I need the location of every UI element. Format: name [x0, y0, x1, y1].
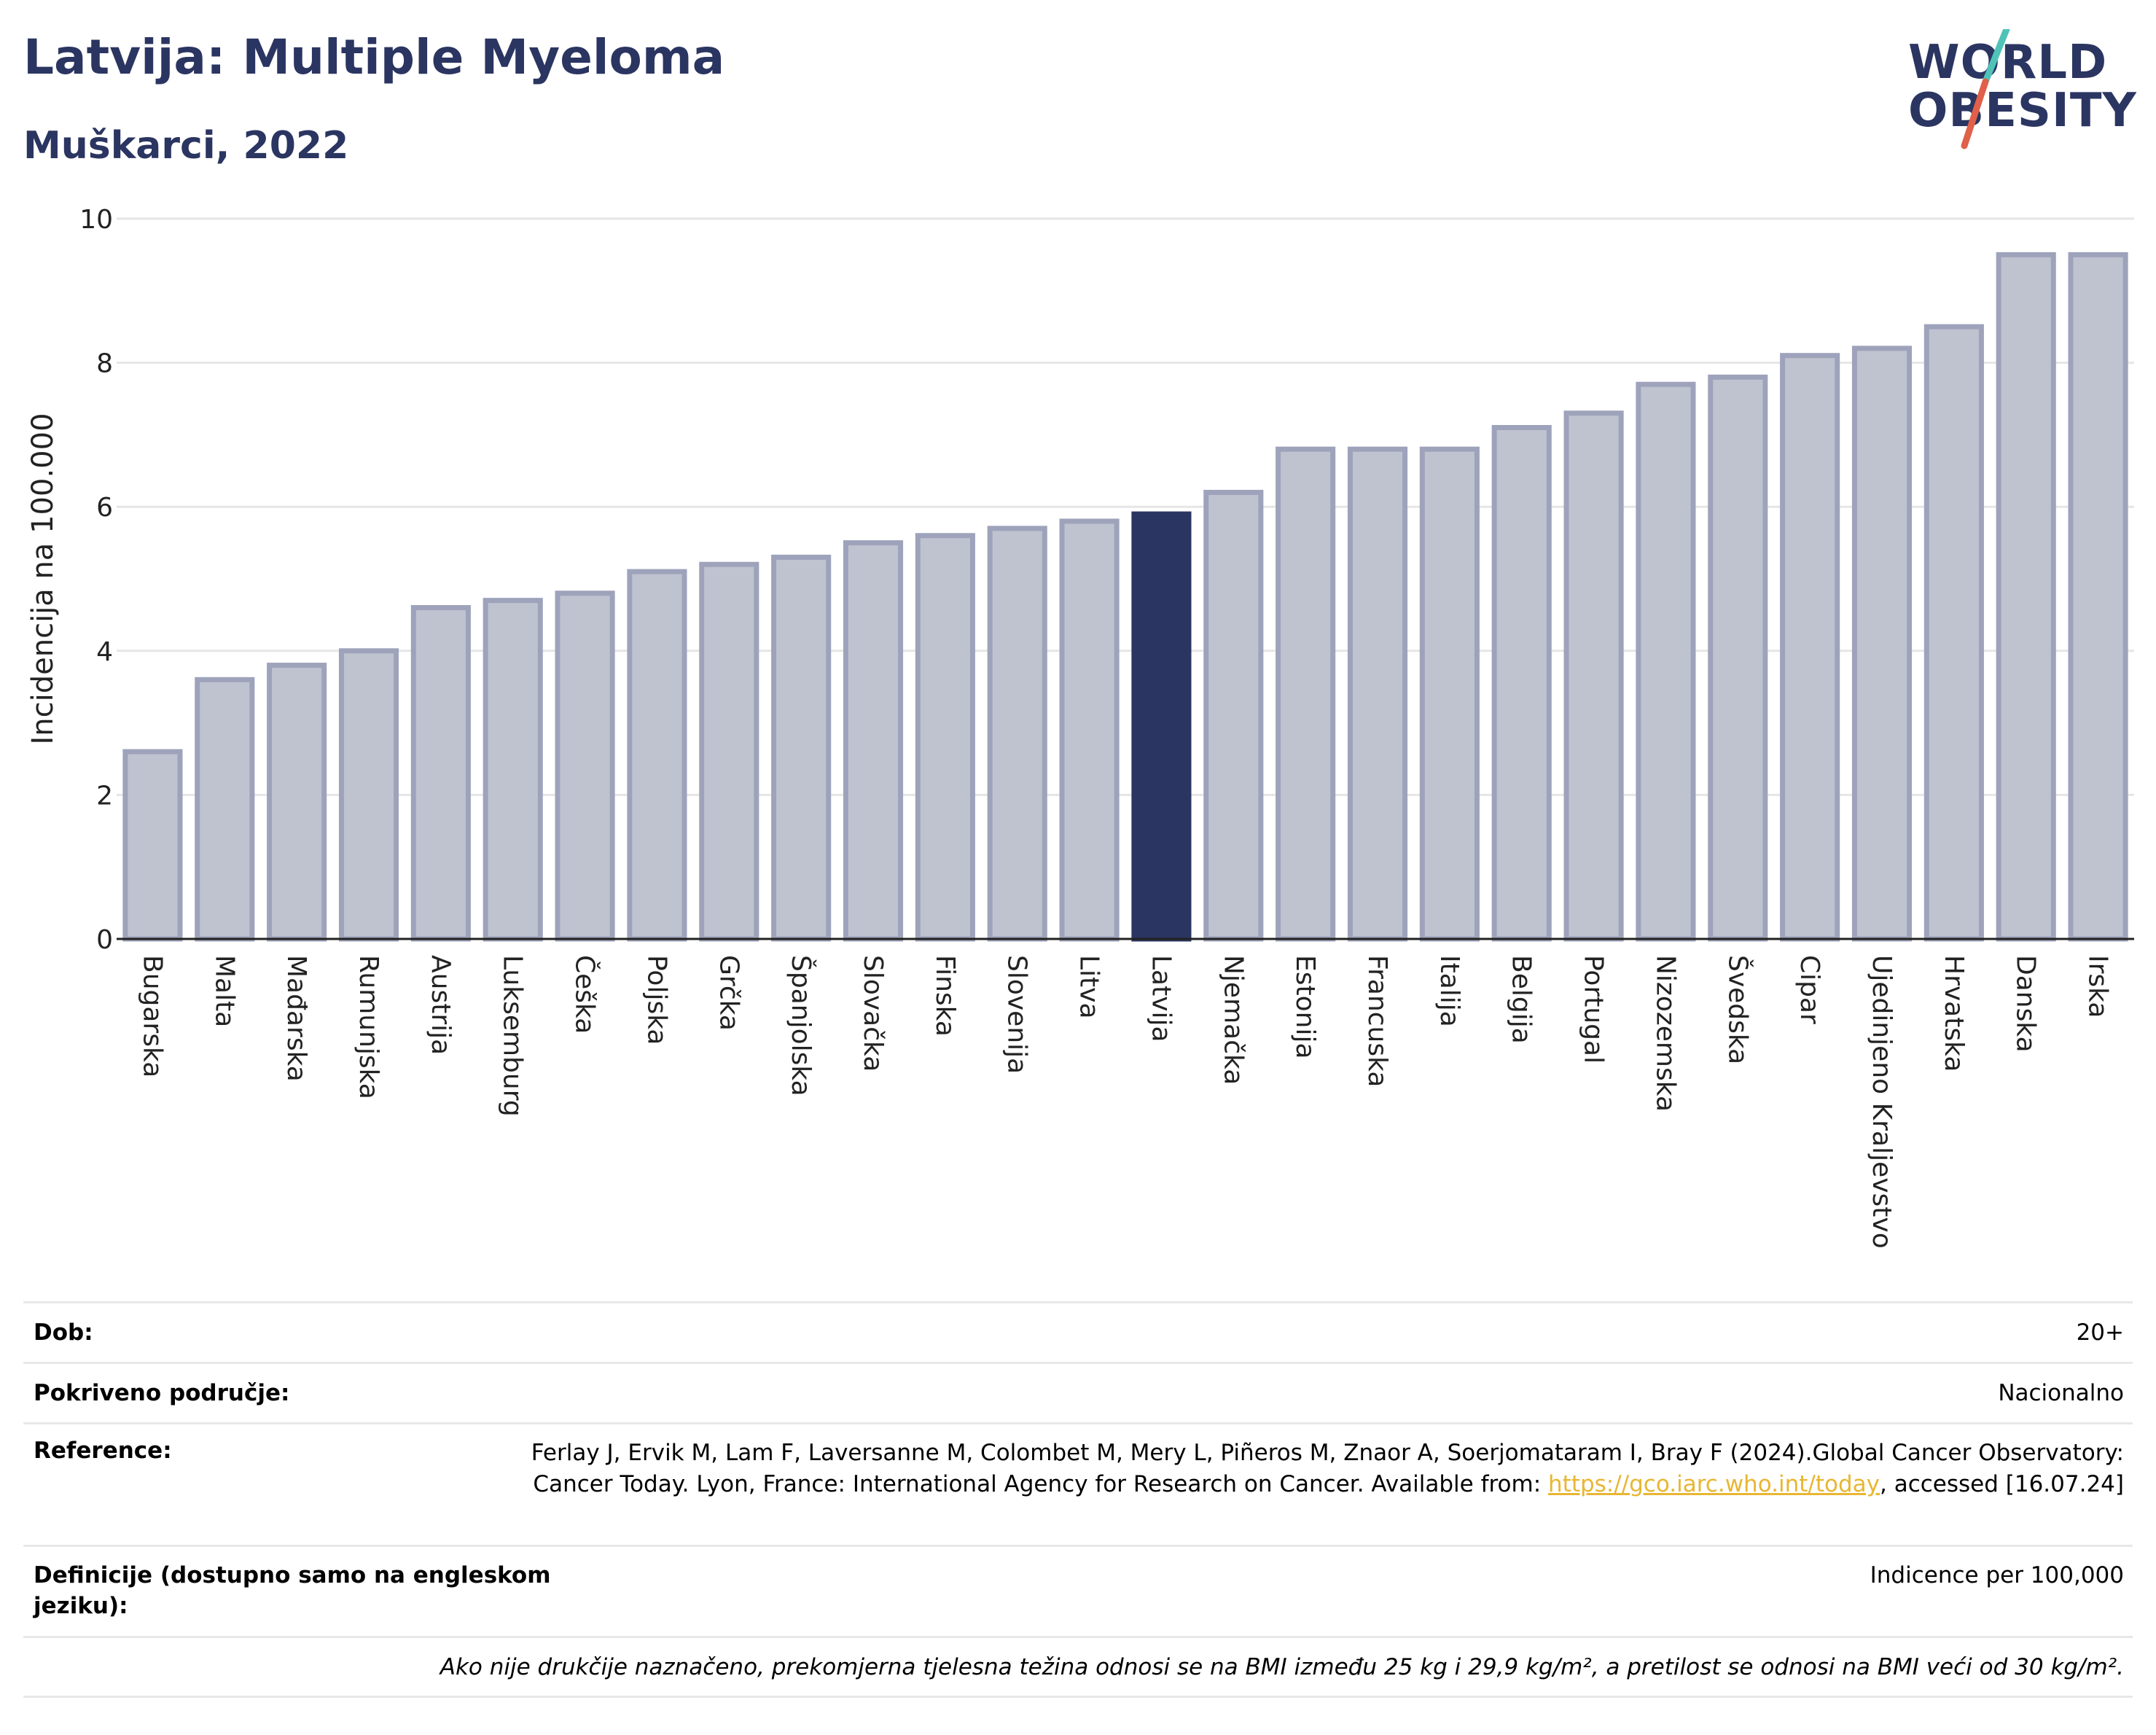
- bar-portugal: [1563, 410, 1624, 942]
- x-tick-label: Italija: [1434, 955, 1464, 1027]
- y-tick-label: 4: [96, 637, 113, 667]
- x-tick-label: Estonija: [1290, 955, 1320, 1059]
- x-tick-label: Španjolska: [786, 955, 816, 1096]
- bar-chart: 0 2 4 6 8 10 Incidencija na 100.000 Bugarska Mal…: [26, 205, 2134, 1249]
- info-row-age: Dob: 20+: [23, 1301, 2133, 1362]
- x-tick-label: Danska: [2011, 955, 2041, 1053]
- definitions-label: Definicije (dostupno samo na engleskom j…: [34, 1562, 551, 1619]
- bar-finska: [915, 533, 975, 942]
- bar-danska: [1996, 252, 2056, 942]
- y-tick-label: 8: [96, 349, 113, 379]
- y-tick-label: 6: [96, 493, 113, 523]
- bar-litva: [1059, 518, 1120, 942]
- coverage-value: Nacionalno: [1998, 1380, 2124, 1406]
- info-table: Dob: 20+ Pokriveno područje: Nacionalno …: [23, 1301, 2133, 1698]
- world-obesity-logo: WORLD OBESITY: [1895, 29, 2136, 160]
- x-tick-label: Luksemburg: [498, 955, 528, 1117]
- x-tick-label: Francuska: [1362, 955, 1392, 1087]
- info-row-reference: Reference: Ferlay J, Ervik M, Lam F, Lav…: [23, 1422, 2133, 1545]
- x-tick-label: Grčka: [714, 955, 743, 1031]
- bar-cipar: [1780, 353, 1840, 942]
- bar-slovenija: [987, 526, 1047, 942]
- chart-title: Latvija: Multiple Myeloma: [23, 29, 725, 85]
- y-tick-label: 10: [79, 205, 113, 235]
- age-value: 20+: [2076, 1319, 2124, 1346]
- logo-line-1: WORLD: [1908, 36, 2108, 90]
- bar-mađarska: [267, 663, 327, 942]
- x-tick-label: Ujedinjeno Kraljevstvo: [1867, 955, 1897, 1249]
- bar-malta: [195, 677, 255, 942]
- logo-slash-icon: [1961, 29, 2010, 149]
- bar-francuska: [1347, 446, 1408, 942]
- x-tick-label: Nizozemska: [1650, 955, 1680, 1112]
- x-tick-label: Finska: [930, 955, 960, 1037]
- x-tick-label: Slovenija: [1002, 955, 1032, 1074]
- reference-link[interactable]: https://gco.iarc.who.int/today: [1548, 1471, 1880, 1497]
- info-row-coverage: Pokriveno područje: Nacionalno: [23, 1362, 2133, 1422]
- bar-nizozemska: [1636, 381, 1696, 942]
- bar-latvija: [1131, 511, 1192, 942]
- info-row-note: Ako nije drukčije naznačeno, prekomjerna…: [23, 1636, 2133, 1698]
- bar-švedska: [1708, 374, 1768, 942]
- x-tick-label: Rumunjska: [354, 955, 383, 1099]
- y-tick-label: 2: [96, 781, 113, 811]
- x-tick-label: Latvija: [1146, 955, 1176, 1042]
- bar-luksemburg: [483, 598, 543, 942]
- bar-španjolska: [771, 554, 832, 942]
- x-tick-label: Njemačka: [1218, 955, 1248, 1085]
- bar-rumunjska: [338, 648, 399, 942]
- x-tick-label: Češka: [570, 955, 601, 1034]
- bar-poljska: [627, 569, 687, 942]
- reference-text: Ferlay J, Ervik M, Lam F, Laversanne M, …: [531, 1440, 2124, 1497]
- logo-line-2: OBESITY: [1908, 84, 2137, 138]
- bar-slovačka: [843, 540, 904, 942]
- x-tick-label: Mađarska: [281, 955, 311, 1082]
- bar-irska: [2068, 252, 2128, 942]
- bar-njemačka: [1203, 489, 1264, 942]
- footnote: Ako nije drukčije naznačeno, prekomjerna…: [440, 1653, 2124, 1680]
- bar-češka: [555, 590, 615, 942]
- bar-hrvatska: [1923, 324, 1984, 942]
- bar-bugarska: [122, 749, 183, 942]
- x-tick-label: Bugarska: [137, 955, 167, 1077]
- reference-suffix: , accessed [16.07.24]: [1879, 1471, 2124, 1497]
- y-axis-label: Incidencija na 100.000: [26, 413, 60, 744]
- x-tick-label: Litva: [1074, 955, 1104, 1019]
- bar-estonija: [1276, 446, 1336, 942]
- bar-ujedinjeno-kraljevstvo: [1851, 346, 1913, 942]
- x-tick-label: Austrija: [426, 955, 456, 1055]
- x-tick-label: Švedska: [1722, 955, 1753, 1064]
- y-tick-label: 0: [96, 925, 113, 955]
- reference-value: Ferlay J, Ervik M, Lam F, Laversanne M, …: [520, 1438, 2133, 1545]
- coverage-label: Pokriveno područje:: [34, 1380, 290, 1406]
- reference-label: Reference:: [34, 1438, 172, 1464]
- x-tick-label: Cipar: [1794, 955, 1824, 1024]
- bar-austrija: [410, 605, 471, 942]
- x-tick-label: Belgija: [1507, 955, 1536, 1044]
- bar-grčka: [699, 561, 759, 942]
- x-tick-label: Irska: [2083, 955, 2113, 1018]
- age-label: Dob:: [34, 1319, 93, 1346]
- x-tick-label: Slovačka: [858, 955, 888, 1072]
- chart-subtitle: Muškarci, 2022: [23, 124, 349, 168]
- bar-italija: [1419, 446, 1480, 942]
- info-row-definitions: Definicije (dostupno samo na engleskom j…: [23, 1545, 2133, 1636]
- x-tick-label: Hrvatska: [1939, 955, 1969, 1072]
- bar-belgija: [1491, 425, 1552, 942]
- x-tick-label: Malta: [209, 955, 239, 1027]
- x-tick-label: Portugal: [1579, 955, 1609, 1064]
- x-tick-label: Poljska: [641, 955, 671, 1045]
- definitions-value: Indicence per 100,000: [1870, 1562, 2124, 1588]
